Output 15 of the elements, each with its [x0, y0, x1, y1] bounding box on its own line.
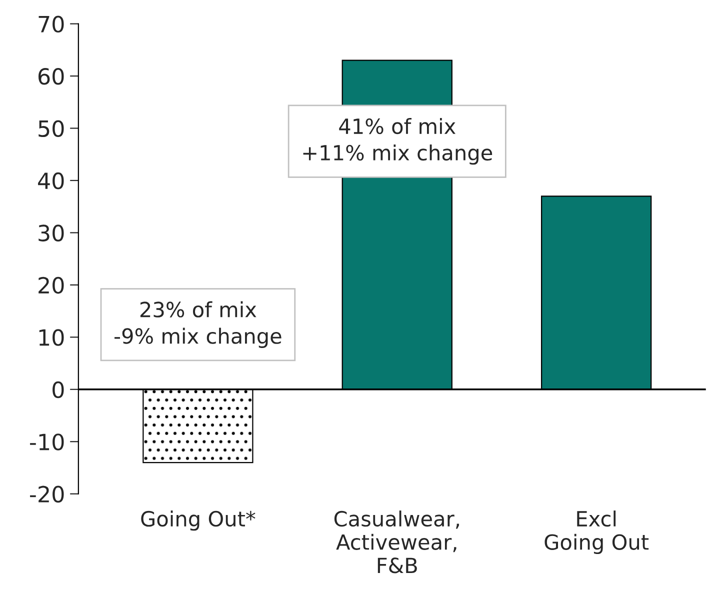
annotation: 23% of mix -9% mix change	[114, 301, 282, 348]
y-tick-label: 10	[39, 329, 64, 346]
y-tick-label: 0	[52, 381, 64, 398]
annotation: 41% of mix +11% mix change	[303, 118, 492, 165]
y-tick-label: 70	[38, 16, 64, 33]
x-tick-label: Excl Going Out	[544, 510, 649, 554]
y-tick-label: 40	[38, 172, 64, 190]
y-tick-label: 50	[38, 120, 64, 138]
y-tick-label: -10	[30, 434, 64, 450]
x-tick-label: Going Out*	[141, 510, 256, 531]
y-tick-label: -20	[30, 486, 64, 503]
x-tick-label: Casualwear, Activewear, F&B	[334, 510, 459, 574]
y-tick-label: 30	[38, 224, 64, 242]
y-tick-label: 20	[38, 276, 64, 294]
y-tick-label: 60	[38, 68, 64, 85]
